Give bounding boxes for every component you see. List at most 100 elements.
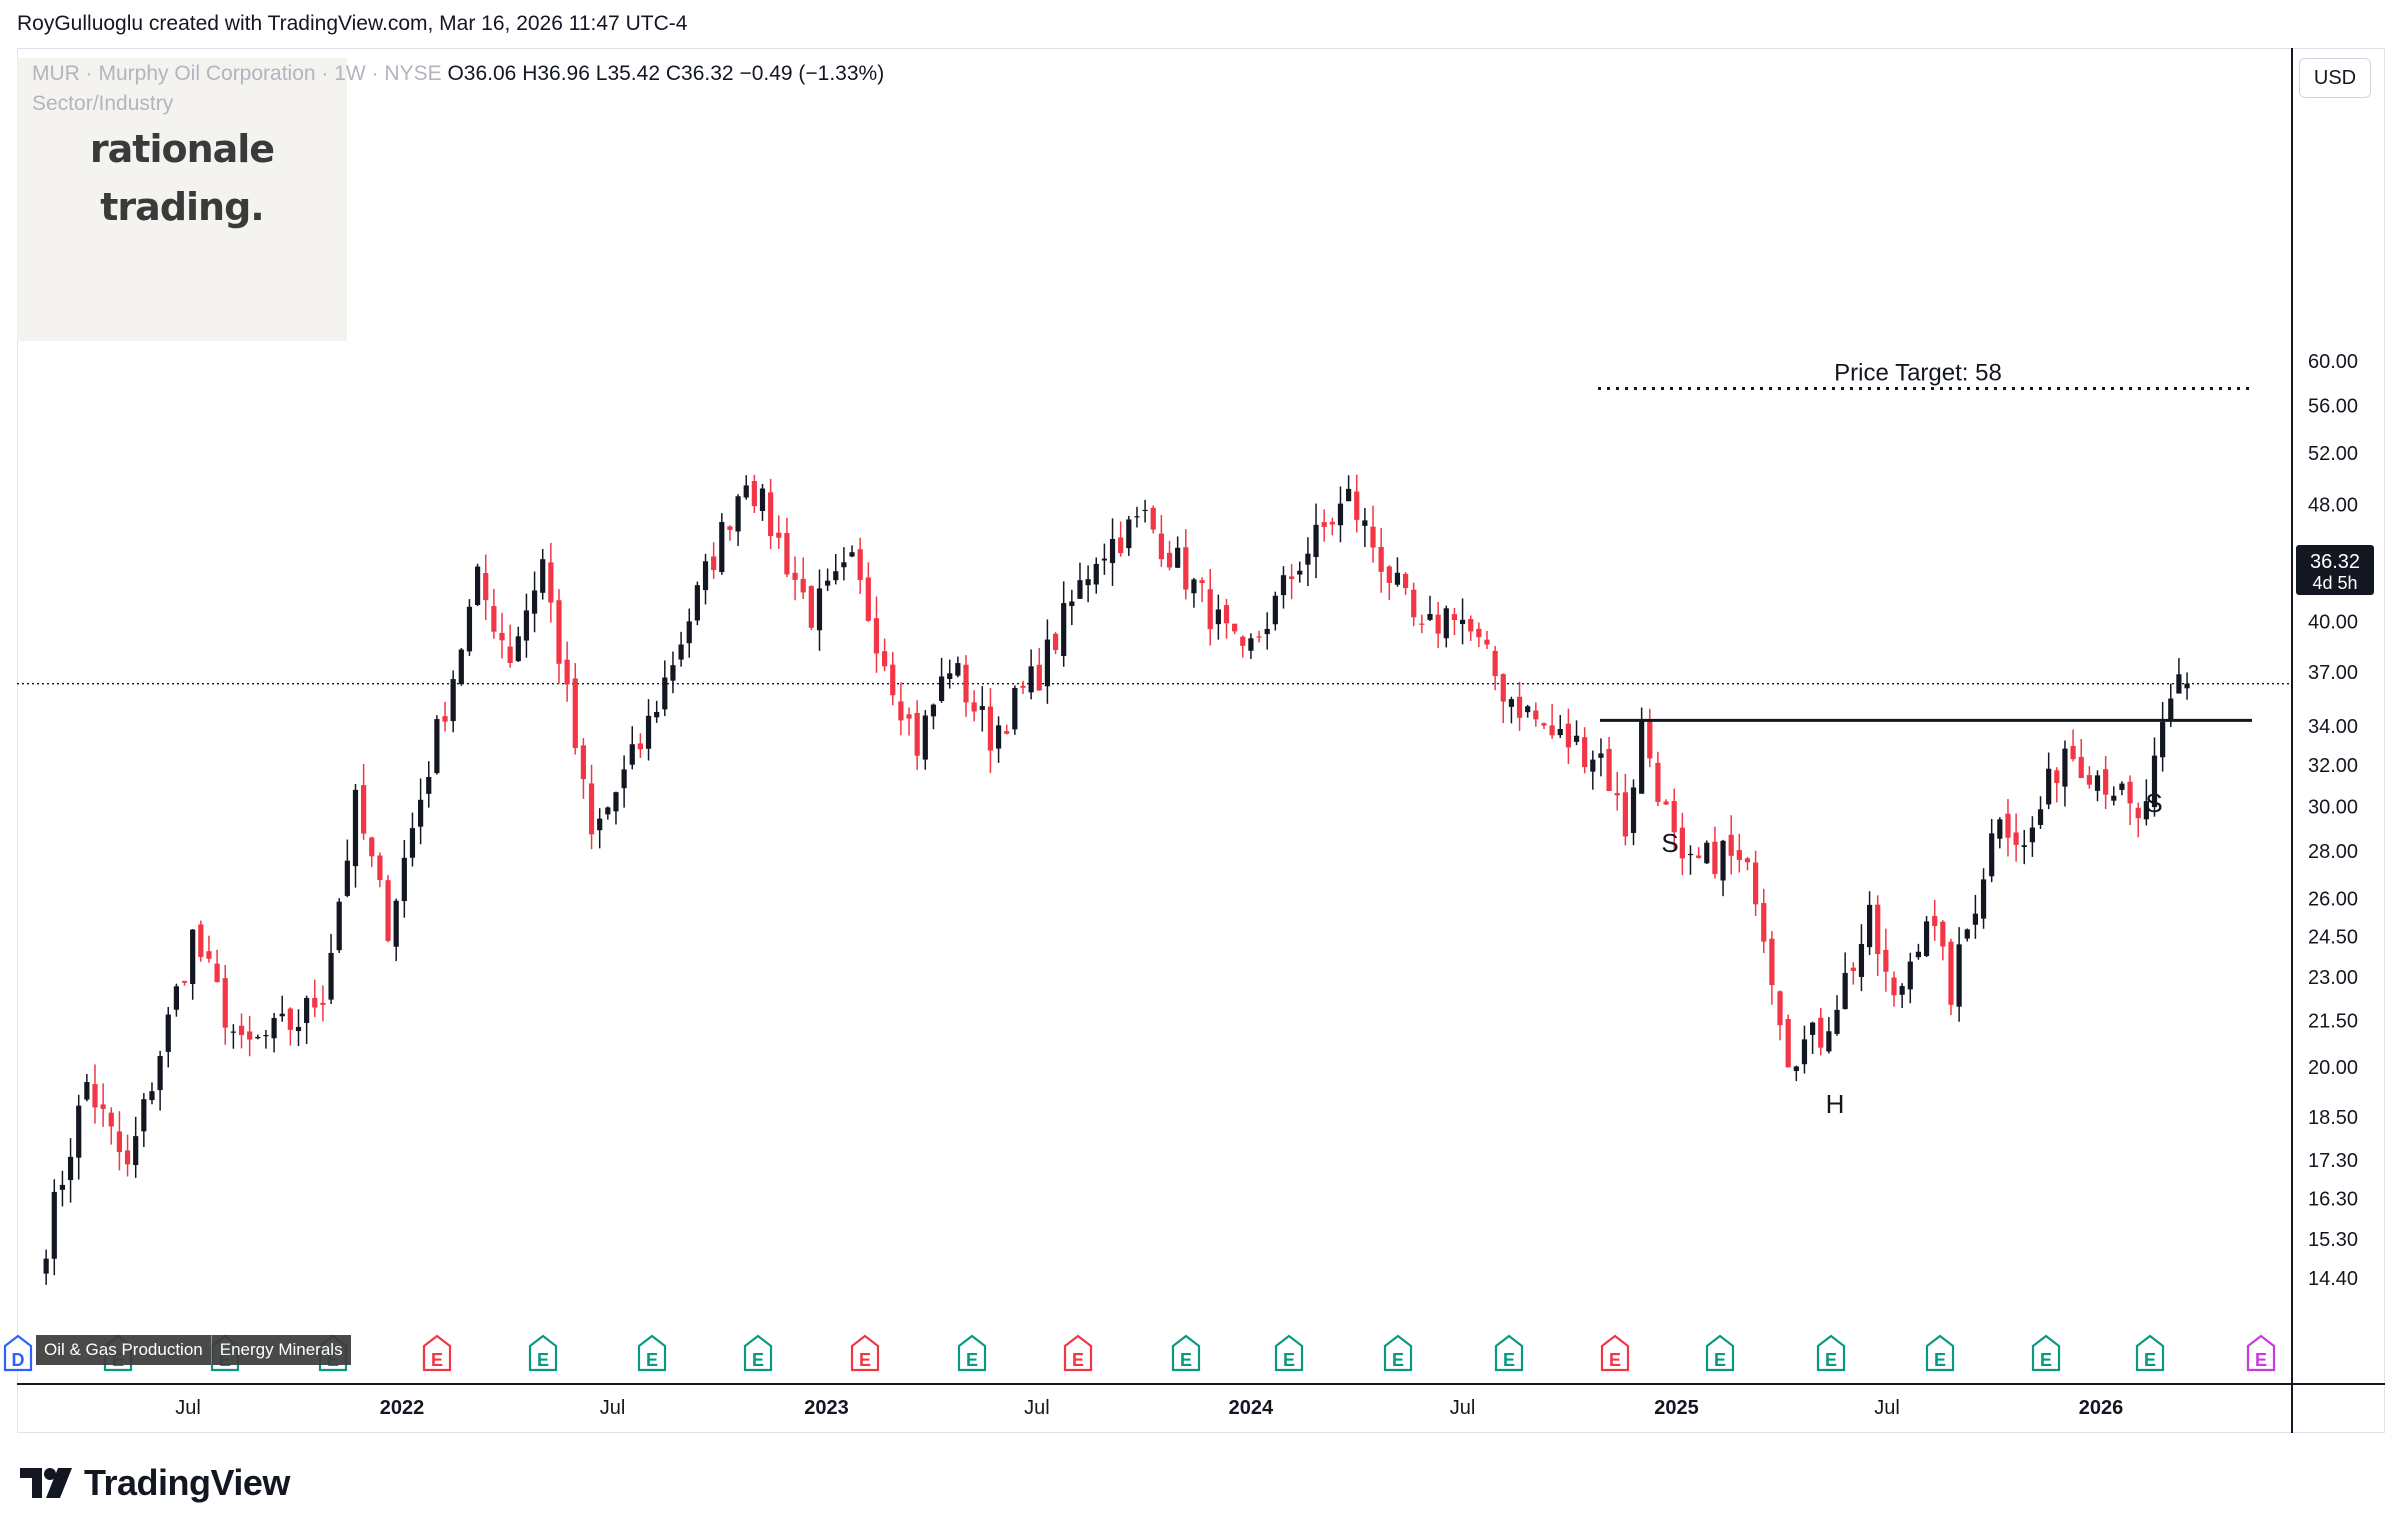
candle-body[interactable]	[2005, 813, 2011, 838]
candle-body[interactable]	[1565, 723, 1571, 748]
candle-body[interactable]	[1663, 801, 1669, 805]
chart-frame[interactable]	[17, 48, 2385, 1433]
candle-body[interactable]	[987, 706, 994, 751]
candle-body[interactable]	[2119, 783, 2125, 790]
candle-body[interactable]	[1533, 710, 1539, 720]
candle-body[interactable]	[1175, 547, 1181, 568]
candle-body[interactable]	[580, 745, 587, 780]
candle-body[interactable]	[947, 673, 953, 679]
earnings-event-marker[interactable]: E	[2031, 1334, 2061, 1372]
candle-body[interactable]	[792, 572, 798, 580]
candle-body[interactable]	[385, 880, 391, 941]
candle-body[interactable]	[922, 715, 928, 760]
candle-body[interactable]	[1736, 850, 1742, 860]
candle-body[interactable]	[352, 789, 359, 867]
candle-body[interactable]	[320, 1002, 326, 1005]
earnings-event-marker[interactable]: E	[850, 1334, 880, 1372]
candle-body[interactable]	[1435, 614, 1441, 634]
candle-body[interactable]	[1826, 1031, 1832, 1052]
symbol-name[interactable]: MUR · Murphy Oil Corporation · 1W · NYSE	[32, 62, 442, 85]
candle-body[interactable]	[1044, 639, 1051, 687]
candle-body[interactable]	[1582, 737, 1588, 768]
candle-body[interactable]	[1671, 801, 1677, 833]
candle-body[interactable]	[157, 1056, 163, 1091]
candle-body[interactable]	[719, 521, 725, 573]
candle-body[interactable]	[1248, 638, 1254, 651]
candle-body[interactable]	[1834, 1009, 1840, 1034]
candle-body[interactable]	[2078, 756, 2084, 779]
candle-body[interactable]	[401, 857, 407, 902]
candle-body[interactable]	[597, 818, 603, 831]
candle-body[interactable]	[1061, 603, 1067, 656]
candle-body[interactable]	[963, 664, 969, 703]
candle-body[interactable]	[1655, 762, 1661, 802]
candle-body[interactable]	[458, 649, 464, 684]
candle-body[interactable]	[1728, 834, 1734, 856]
candle-body[interactable]	[1525, 706, 1531, 713]
candle-body[interactable]	[1451, 614, 1458, 621]
candle-body[interactable]	[108, 1112, 114, 1127]
candle-body[interactable]	[1964, 929, 1970, 939]
candle-body[interactable]	[507, 646, 513, 664]
candle-body[interactable]	[711, 556, 717, 571]
candle-body[interactable]	[1305, 553, 1311, 565]
candle-body[interactable]	[548, 562, 554, 603]
candle-body[interactable]	[816, 588, 823, 631]
candle-body[interactable]	[1427, 613, 1433, 620]
candle-body[interactable]	[1639, 719, 1645, 794]
candle-body[interactable]	[165, 1014, 171, 1052]
candle-body[interactable]	[1891, 977, 1897, 996]
candle-body[interactable]	[1573, 735, 1580, 742]
candle-body[interactable]	[409, 828, 416, 858]
candle-body[interactable]	[1386, 566, 1392, 583]
candle-body[interactable]	[1354, 491, 1360, 520]
candle-body[interactable]	[1704, 842, 1710, 864]
candle-body[interactable]	[857, 549, 863, 580]
candle-body[interactable]	[255, 1036, 261, 1039]
candle-body[interactable]	[1508, 699, 1515, 707]
candle-body[interactable]	[116, 1131, 123, 1153]
candle-body[interactable]	[629, 744, 635, 765]
candle-body[interactable]	[1899, 986, 1905, 995]
candle-body[interactable]	[1012, 687, 1018, 730]
earnings-event-marker[interactable]: E	[1171, 1334, 1201, 1372]
candle-body[interactable]	[873, 618, 880, 654]
candle-body[interactable]	[938, 676, 945, 702]
candle-body[interactable]	[206, 951, 212, 959]
candle-body[interactable]	[1004, 731, 1010, 734]
candle-body[interactable]	[1622, 792, 1628, 837]
candle-body[interactable]	[190, 929, 196, 984]
candle-body[interactable]	[825, 580, 831, 586]
candle-body[interactable]	[1989, 833, 1995, 877]
candle-body[interactable]	[784, 533, 790, 575]
earnings-event-marker[interactable]: E	[637, 1334, 667, 1372]
candle-body[interactable]	[418, 799, 424, 827]
candle-body[interactable]	[1598, 753, 1604, 758]
sector-tag-industry[interactable]: Oil & Gas Production	[36, 1335, 211, 1365]
candle-body[interactable]	[735, 496, 741, 532]
candle-body[interactable]	[2062, 748, 2068, 787]
candle-body[interactable]	[1069, 601, 1075, 606]
candle-body[interactable]	[1240, 636, 1246, 646]
candle-body[interactable]	[369, 837, 375, 857]
candle-body[interactable]	[1280, 575, 1287, 596]
candle-body[interactable]	[613, 792, 619, 812]
candle-body[interactable]	[474, 566, 481, 605]
candle-body[interactable]	[181, 980, 188, 983]
candle-body[interactable]	[2111, 795, 2117, 801]
candle-body[interactable]	[1761, 903, 1767, 942]
candle-body[interactable]	[678, 644, 684, 660]
candle-body[interactable]	[442, 716, 448, 722]
candle-body[interactable]	[1769, 938, 1775, 986]
candle-body[interactable]	[100, 1104, 106, 1109]
candle-body[interactable]	[1207, 589, 1213, 630]
candle-body[interactable]	[1801, 1039, 1808, 1065]
candle-body[interactable]	[1101, 558, 1107, 561]
currency-button[interactable]: USD	[2299, 58, 2371, 98]
candle-body[interactable]	[2176, 674, 2182, 694]
candle-body[interactable]	[1321, 522, 1327, 527]
candle-body[interactable]	[198, 924, 204, 957]
candle-body[interactable]	[1606, 748, 1612, 792]
candle-body[interactable]	[1419, 623, 1425, 625]
candle-body[interactable]	[2143, 801, 2149, 820]
